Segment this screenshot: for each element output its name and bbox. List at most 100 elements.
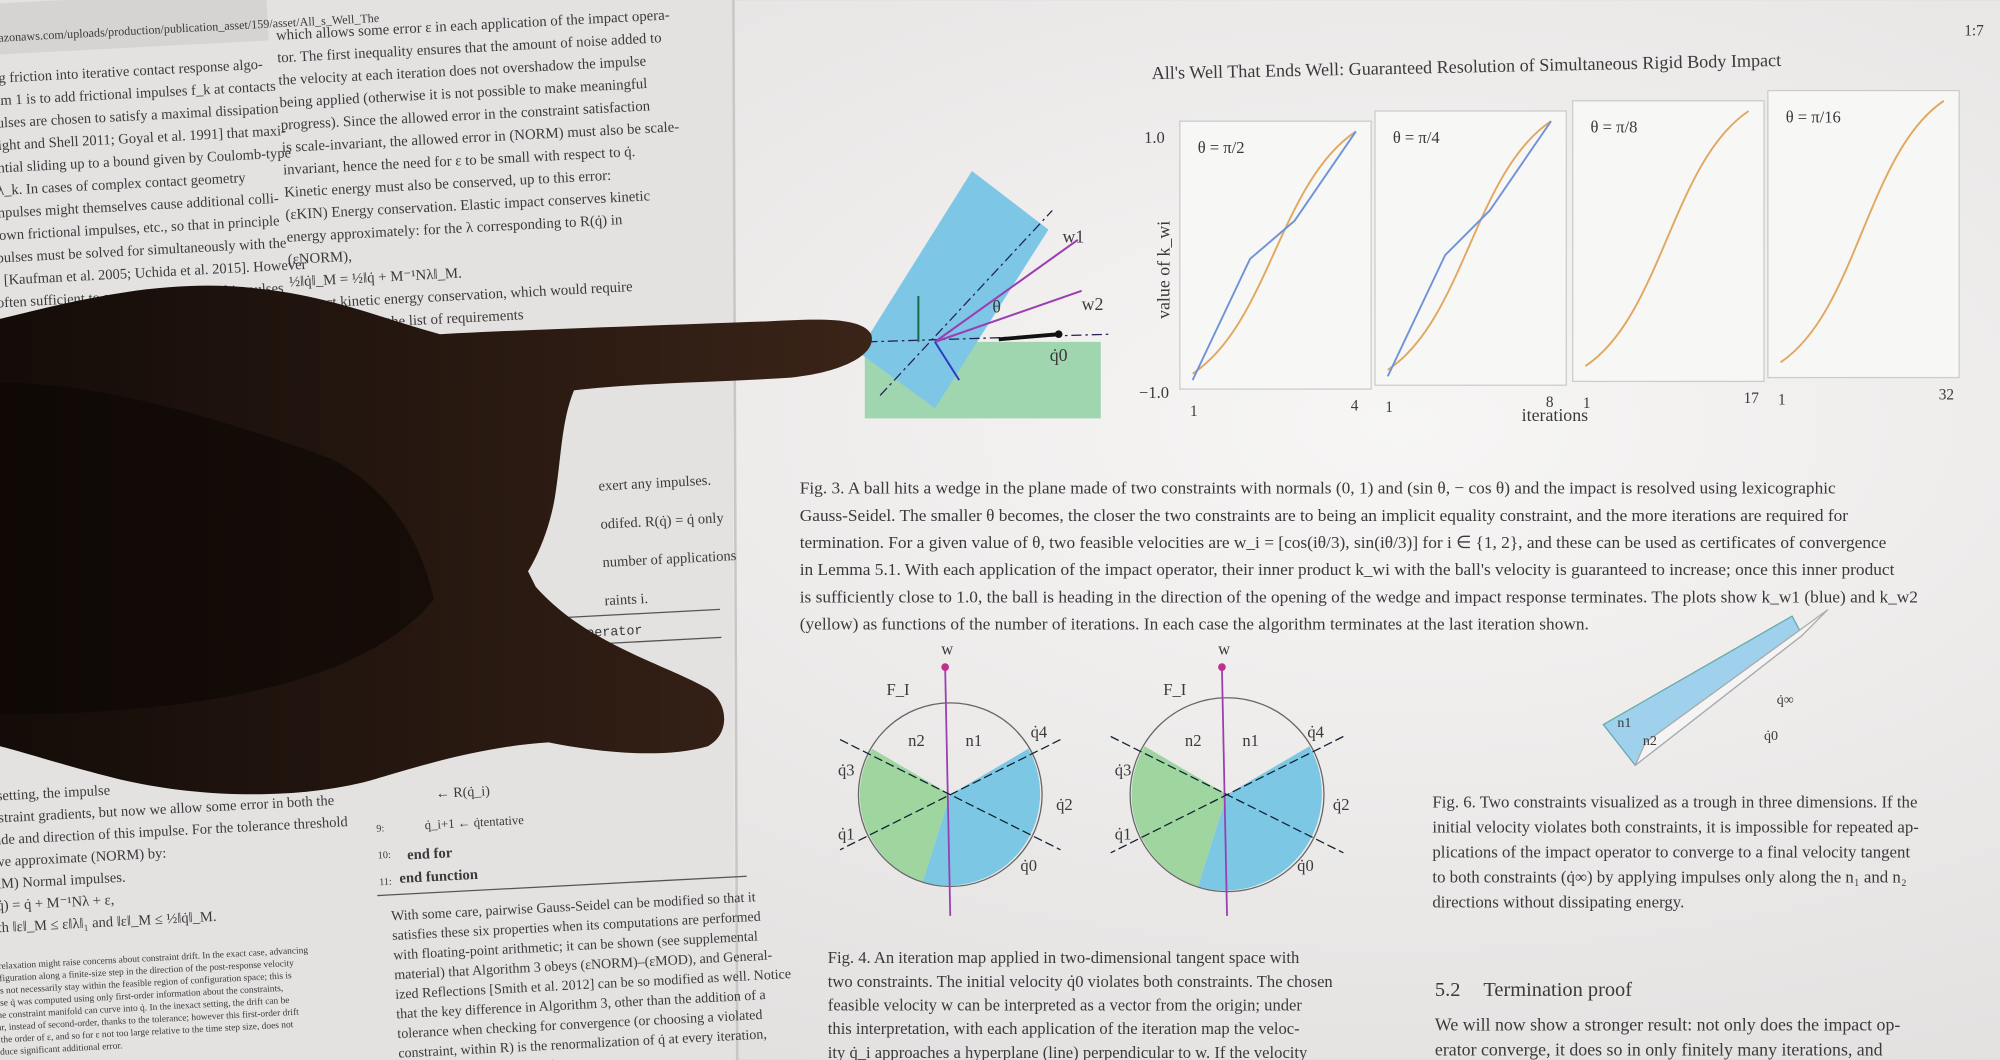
diagram-label: n1 xyxy=(1617,715,1631,731)
diagram-label: w2 xyxy=(1082,294,1104,314)
feasible-region-blue xyxy=(1197,746,1322,891)
diagram-label: w xyxy=(941,639,953,658)
incoming-arrow xyxy=(998,332,1059,342)
constraint-line xyxy=(1110,735,1344,854)
x-tick-label: 1 xyxy=(1778,391,1786,408)
diagram-label: q̇0 xyxy=(1764,728,1778,744)
caption-line: Gauss-Seidel. The smaller θ becomes, the… xyxy=(800,506,1849,525)
caption-line: Fig. 4. An iteration map applied in two-… xyxy=(828,948,1300,967)
diagram-label: q̇0 xyxy=(1297,856,1314,875)
caption-line: two constraints. The initial velocity q̇… xyxy=(828,972,1334,991)
diagram-label: θ xyxy=(992,297,1001,317)
caption-line: directions without dissipating energy. xyxy=(1432,892,1684,911)
x-tick-label: 17 xyxy=(1744,390,1760,407)
paragraph-line: act setting, the impulse xyxy=(0,783,110,806)
x-axis-label: iterations xyxy=(1522,405,1588,425)
hand xyxy=(0,285,872,795)
diagram-label: w xyxy=(1218,639,1230,658)
caption-line: initial velocity violates both constrain… xyxy=(1432,817,1919,836)
plot-frame xyxy=(1767,89,1960,379)
caption-line: ity q̇_i approaches a hyperplane (line) … xyxy=(828,1043,1308,1060)
diagram-label: q̇3 xyxy=(1115,761,1132,780)
page-divider xyxy=(732,0,739,1060)
caption-line: Fig. 3. A ball hits a wedge in the plane… xyxy=(800,479,1836,498)
constraint-line xyxy=(879,210,1053,396)
right-page-content: All's Well That Ends Well: Guaranteed Re… xyxy=(800,23,1984,1060)
curve-blue xyxy=(1386,120,1552,377)
line-number: 11: xyxy=(379,877,392,889)
curve-yellow xyxy=(1584,110,1750,367)
diagram-label: q̇0 xyxy=(1050,345,1068,365)
line-number: 9: xyxy=(376,823,385,834)
paragraph-line: raints i. xyxy=(604,591,648,609)
section-title: Termination proof xyxy=(1483,979,1632,1001)
diagram-label: n2 xyxy=(1643,733,1657,749)
diagram-label: q̇∞ xyxy=(1777,692,1794,708)
caption-line: is sufficiently close to 1.0, the ball i… xyxy=(800,587,1918,606)
paragraph-line: R(q̇) = q̇ + M⁻¹Nλ + ε, xyxy=(0,892,115,915)
page-number: 1:7 xyxy=(1964,23,1984,40)
y-tick-label: −1.0 xyxy=(1139,383,1169,402)
velocity-arrow xyxy=(934,289,1082,343)
velocity-arrow xyxy=(934,238,1079,343)
curve-yellow xyxy=(1780,99,1945,364)
paragraph-line: (εNORM), xyxy=(287,249,352,268)
x-tick-label: 32 xyxy=(1939,386,1954,403)
x-tick-label: 8 xyxy=(1546,394,1554,411)
diagram-label: n2 xyxy=(908,731,925,750)
x-tick-label: 1 xyxy=(1385,399,1393,416)
curve-blue xyxy=(1191,130,1357,381)
caption-line: termination. For a given value of θ, two… xyxy=(800,533,1887,552)
curve-yellow xyxy=(1387,120,1552,371)
line-number: 10: xyxy=(378,850,392,862)
feasible-region-green xyxy=(859,748,951,882)
x-tick-label: 4 xyxy=(1351,398,1359,415)
caption-line: (yellow) as functions of the number of i… xyxy=(800,614,1589,633)
caption-line: in Lemma 5.1. With each application of t… xyxy=(800,560,1895,579)
diagram-label: F_I xyxy=(886,680,909,699)
panel-title: θ = π/4 xyxy=(1393,128,1441,147)
panel-title: θ = π/16 xyxy=(1786,107,1841,126)
diagram-label: q̇3 xyxy=(838,761,855,780)
rule xyxy=(377,875,747,897)
diagram-label: q̇0 xyxy=(1020,856,1037,875)
diagram-label: q̇1 xyxy=(838,824,855,843)
w-axis xyxy=(1221,667,1228,916)
caption-line: this interpretation, with each applicati… xyxy=(828,1019,1300,1038)
trough-face xyxy=(1634,609,1829,766)
constraint-line xyxy=(839,738,1061,851)
caption-line: Fig. 6. Two constraints visualized as a … xyxy=(1432,792,1917,811)
feasible-region-blue xyxy=(922,748,1041,886)
diagram-label: n1 xyxy=(966,731,983,750)
algorithm-line: q̇_i+1 ← q̇tentative xyxy=(424,813,524,832)
diagram-label: n1 xyxy=(1242,731,1259,750)
knuckle-shadow xyxy=(0,382,434,715)
diagram-label: q̇4 xyxy=(1307,722,1324,741)
caption-line: feasible velocity w can be interpreted a… xyxy=(828,995,1303,1014)
ball xyxy=(1054,330,1063,339)
algorithm-line: end for xyxy=(407,845,453,863)
paragraph-line: number of applications xyxy=(602,548,737,571)
panel-title: θ = π/2 xyxy=(1198,138,1245,157)
y-axis-label: value of k_wi xyxy=(1154,221,1174,319)
diagram-label: F_I xyxy=(1163,680,1186,699)
diagram-label: w1 xyxy=(1063,226,1085,246)
x-tick-label: 1 xyxy=(1190,403,1198,420)
feasible-region-green xyxy=(1131,746,1228,887)
plot-frame xyxy=(1374,110,1567,386)
x-tick-label: 1 xyxy=(1583,395,1591,412)
panel-title: θ = π/8 xyxy=(1591,118,1638,137)
wedge-plane xyxy=(858,170,1049,409)
diagram-label: n2 xyxy=(1185,731,1202,750)
w-dot xyxy=(941,663,949,671)
normal-arrow xyxy=(934,341,961,381)
w-axis xyxy=(944,667,952,916)
plot-frame xyxy=(1179,120,1372,390)
y-tick-label: 1.0 xyxy=(1144,128,1165,147)
curve-yellow xyxy=(1192,130,1357,375)
diagram-label: q̇2 xyxy=(1333,795,1350,814)
paragraph-line: exert any impulses. xyxy=(598,473,711,495)
